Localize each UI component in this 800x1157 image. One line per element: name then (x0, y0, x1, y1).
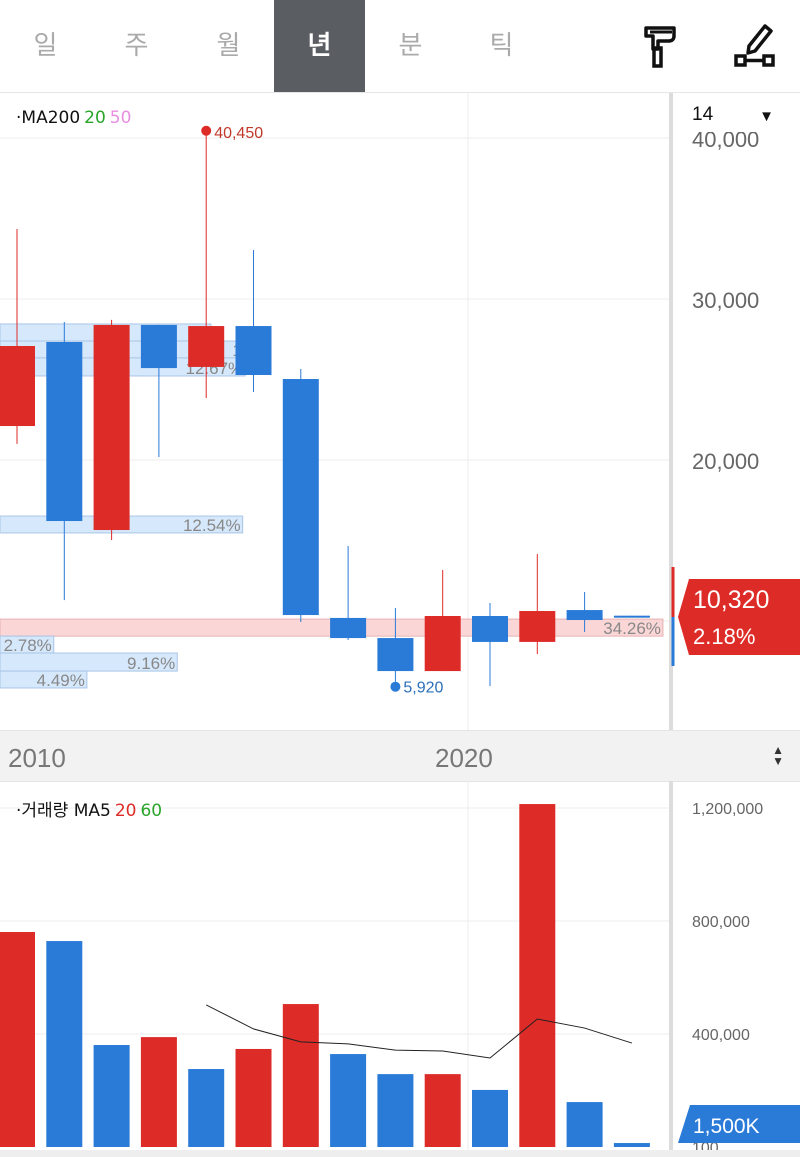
volume-bar (93, 1045, 130, 1147)
volume-bar (424, 1074, 461, 1147)
volume-current-value: 1,500K (693, 1115, 760, 1138)
drawing-tool-icon[interactable] (731, 22, 779, 70)
candle-body (93, 324, 130, 531)
candle-body (235, 326, 272, 375)
min-price-label: 5,920 (403, 680, 443, 697)
bottom-strip (0, 1150, 800, 1157)
sort-toggle-icon[interactable]: ▲ ▼ (772, 743, 784, 768)
tab-tick[interactable]: 틱 (489, 31, 514, 61)
legend-ma20: 20 (84, 108, 106, 128)
tab-year[interactable]: 년 (274, 0, 365, 92)
period-tab-bar: 일 주 월 년 분 틱 (0, 0, 800, 93)
volume-profile-label: 4.49% (37, 671, 85, 690)
volume-bar (188, 1069, 225, 1147)
volume-bar (235, 1048, 272, 1147)
volume-profile-label: 34.26% (603, 619, 661, 638)
paint-roller-icon[interactable] (638, 22, 686, 70)
tab-minute[interactable]: 분 (398, 31, 423, 61)
volume-legend: ·거래량 MA5 20 60 (16, 796, 166, 821)
candle-body (0, 346, 35, 427)
candle-body (282, 379, 319, 616)
period-count-value: 14 (692, 104, 714, 125)
min-marker (390, 681, 401, 692)
candle-body (377, 638, 414, 672)
volume-axis-label: 100 (692, 1140, 719, 1150)
candle-body (188, 326, 225, 367)
candle-body (424, 616, 461, 672)
tab-day[interactable]: 일 (33, 31, 58, 61)
price-axis-label: 30,000 (692, 288, 759, 313)
candle-body (330, 617, 367, 639)
candle-body (519, 611, 556, 642)
candle-body (46, 341, 83, 522)
max-marker (201, 125, 212, 136)
volume-bar (282, 1004, 319, 1147)
volume-bar (330, 1054, 367, 1147)
candle-body (566, 610, 603, 621)
volume-ma-line (205, 1004, 633, 1059)
volume-axis-label: 1,200,000 (692, 801, 763, 818)
volume-axis-label: 400,000 (692, 1027, 750, 1044)
volume-chart[interactable]: 1,200,000 800,000 400,000 100 1,500K (0, 781, 800, 1150)
volume-bar (140, 1037, 177, 1147)
date-axis[interactable]: 2010 2020 ▲ ▼ (0, 730, 800, 782)
legend-ma20: 20 (114, 801, 137, 821)
tab-week[interactable]: 주 (124, 31, 149, 61)
legend-ma50: 50 (109, 108, 132, 128)
volume-bar (519, 804, 556, 1147)
current-change: 2.18% (693, 624, 755, 649)
candle-body (140, 324, 177, 369)
legend-volume-ma5: ·거래량 MA5 (16, 801, 111, 821)
date-label: 2010 (8, 743, 66, 773)
date-label: 2020 (435, 743, 493, 773)
candle-body (613, 615, 650, 618)
period-count-select[interactable]: 14 ▼ (692, 104, 792, 132)
volume-bar (377, 1074, 414, 1147)
price-chart[interactable]: 9112.67%12.54%34.26%2.78%9.16%4.49%40,45… (0, 93, 800, 730)
volume-bar (0, 932, 35, 1147)
price-legend: ·MA200 20 50 (16, 108, 135, 128)
dropdown-arrow-icon: ▼ (759, 108, 774, 125)
legend-ma200: ·MA200 (16, 108, 81, 128)
volume-profile-bar (0, 670, 88, 689)
volume-bar (472, 1089, 508, 1147)
volume-profile-bar (0, 652, 178, 672)
volume-profile-label: 9.16% (127, 654, 175, 673)
price-axis-label: 20,000 (692, 449, 759, 474)
volume-bar (46, 941, 83, 1147)
current-price: 10,320 (693, 586, 769, 614)
tab-month[interactable]: 월 (216, 31, 241, 61)
volume-bar (566, 1102, 603, 1147)
volume-profile-label: 2.78% (4, 636, 52, 655)
volume-current-tag (678, 1105, 800, 1143)
max-price-label: 40,450 (214, 125, 263, 142)
volume-axis-label: 800,000 (692, 914, 750, 931)
volume-profile-label: 12.54% (183, 516, 241, 535)
candle-body (472, 616, 508, 642)
legend-ma60: 60 (140, 801, 163, 821)
volume-bar (613, 1143, 650, 1147)
axis-divider (669, 781, 673, 1150)
axis-divider (669, 93, 673, 730)
current-price-tag (678, 579, 800, 655)
